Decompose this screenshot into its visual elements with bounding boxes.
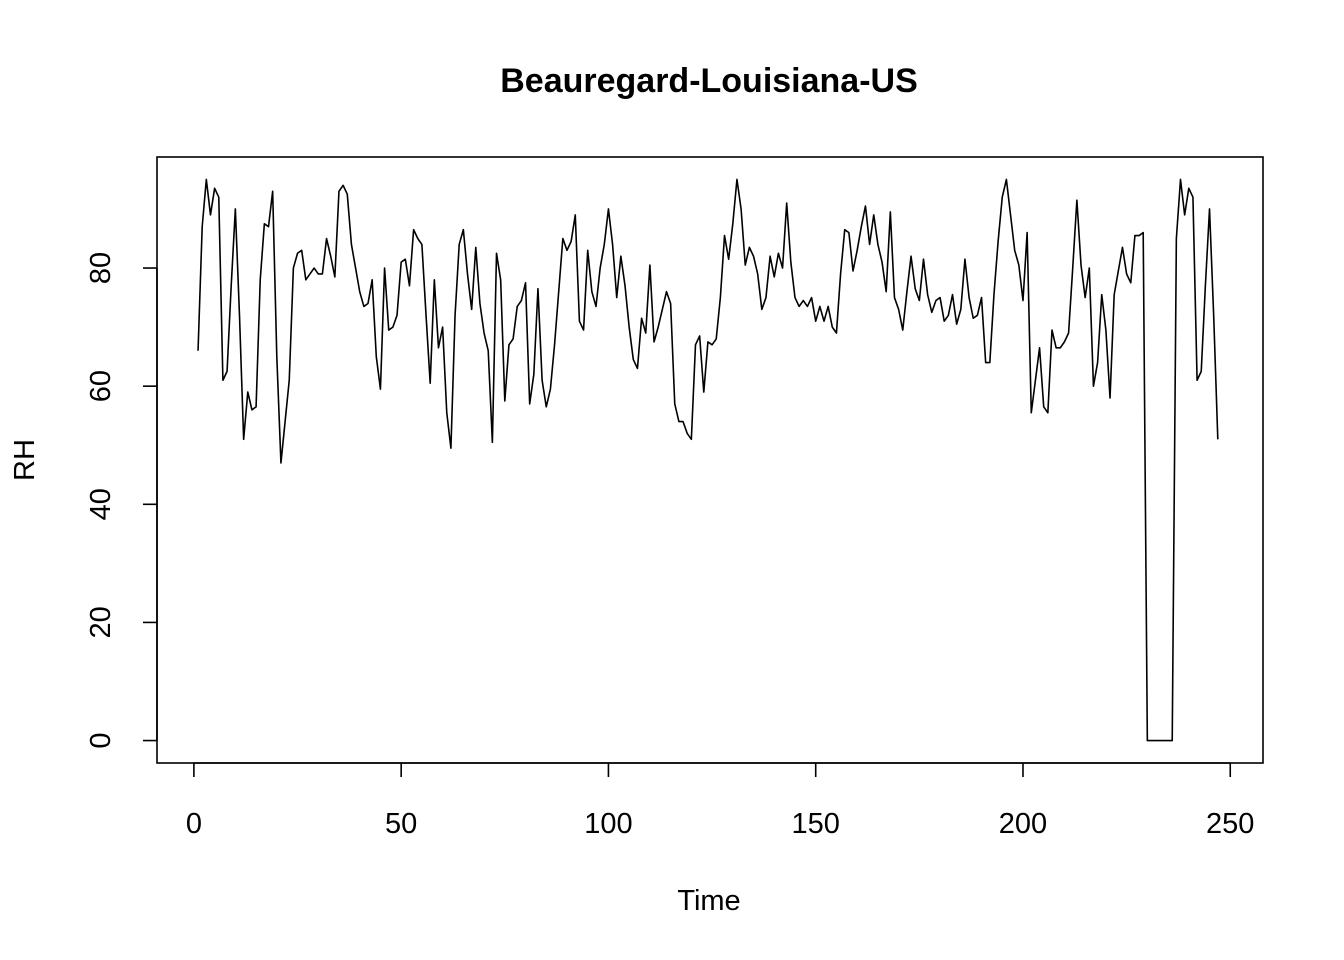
plot-frame <box>156 156 1264 764</box>
x-axis: 0 50 100 150 200 250 <box>186 762 1254 840</box>
x-tick-label: 50 <box>385 808 417 840</box>
x-tick-label: 250 <box>1206 808 1254 840</box>
y-tick-label: 60 <box>85 370 117 402</box>
chart-title: Beauregard-Louisiana-US <box>500 62 918 100</box>
x-tick-label: 0 <box>186 808 202 840</box>
x-axis-label: Time <box>677 885 740 917</box>
x-tick-label: 100 <box>584 808 632 840</box>
y-axis-label: RH <box>9 439 41 481</box>
rh-series-line <box>197 178 1219 742</box>
y-tick-label: 0 <box>85 732 117 748</box>
y-tick-label: 80 <box>85 252 117 284</box>
x-tick-label: 150 <box>792 808 840 840</box>
x-tick-label: 200 <box>999 808 1047 840</box>
y-tick-label: 40 <box>85 488 117 520</box>
y-tick-label: 20 <box>85 606 117 638</box>
y-axis: 0 20 40 60 80 <box>85 252 158 749</box>
